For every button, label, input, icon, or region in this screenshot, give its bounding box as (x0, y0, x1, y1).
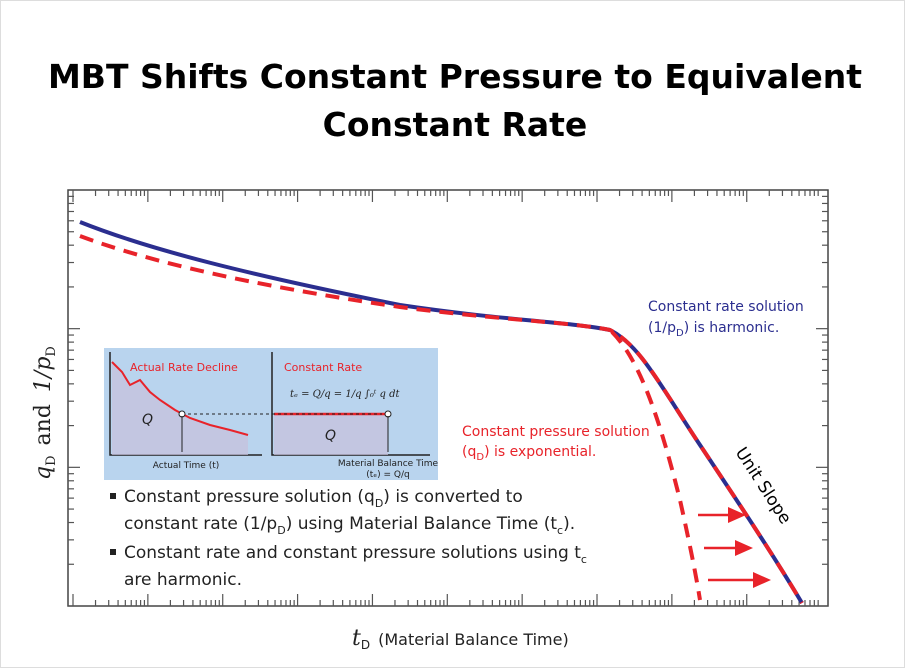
bullet-part: Constant rate and constant pressure solu… (124, 543, 581, 563)
inset: Actual Rate Decline Constant Rate tₑ = Q… (104, 348, 439, 480)
plot-frame (67, 189, 829, 607)
x-axis-label: tD (Material Balance Time) (352, 626, 569, 652)
inset-axis: Material Balance Time (338, 459, 439, 469)
x-sub: D (361, 638, 370, 652)
bullet-sub: D (277, 524, 285, 537)
y-part: 1/p (31, 357, 56, 393)
bullet-part: ). (563, 514, 575, 534)
x-symbol: t (352, 626, 361, 651)
tick-decoration (68, 190, 828, 607)
bullet-part: ) is converted to (383, 487, 522, 507)
y-part: and (31, 404, 56, 445)
title-line: MBT Shifts Constant Pressure to Equivale… (48, 57, 862, 96)
rate-note: (1/pD) is harmonic. (648, 320, 779, 339)
y-part: q (31, 466, 56, 480)
bullet-line: are harmonic. (124, 570, 242, 590)
note-part: ) is exponential. (484, 444, 596, 460)
x-text: (Material Balance Time) (378, 630, 569, 649)
pressure-note: (qD) is exponential. (462, 444, 596, 463)
constant-pressure-mbt-curve (79, 234, 804, 605)
rate-note: Constant rate solution (648, 299, 804, 315)
y-sub: D (44, 346, 59, 356)
inset-axis: (tₑ) = Q/q (366, 470, 409, 480)
shift-arrows (698, 507, 771, 588)
inset-area: Q (325, 428, 336, 444)
note-sub: D (476, 452, 484, 463)
bullet-line: constant rate (1/pD) using Material Bala… (124, 514, 575, 537)
note-part: (1/p (648, 320, 676, 336)
inset-title: Actual Rate Decline (130, 361, 238, 374)
inset-title: Constant Rate (284, 361, 362, 374)
bullet-marker (110, 493, 116, 499)
bullet-part: constant rate (1/p (124, 514, 277, 534)
bullet-line: Constant pressure solution (qD) is conve… (124, 487, 523, 510)
bullet-part: Constant pressure solution (q (124, 487, 375, 507)
bullet-sub: c (581, 553, 587, 566)
title-line: Constant Rate (323, 105, 588, 144)
exponential-curve (610, 330, 702, 601)
pressure-note: Constant pressure solution (462, 424, 650, 440)
bullet-sub: D (375, 497, 383, 510)
y-sub: D (44, 455, 59, 465)
bullet-marker (110, 549, 116, 555)
note-part: (q (462, 444, 476, 460)
bullet-part: are harmonic. (124, 570, 242, 590)
bullet-part: ) using Material Balance Time (t (286, 514, 558, 534)
inset-area: Q (142, 412, 153, 428)
inset-axis: Actual Time (t) (153, 461, 220, 471)
note-sub: D (676, 328, 684, 339)
bullet-line: Constant rate and constant pressure solu… (124, 543, 587, 566)
bullet-sub: c (557, 524, 563, 537)
note-part: ) is harmonic. (684, 320, 780, 336)
y-axis-label: qDand1/pD (31, 346, 59, 480)
bullets: Constant pressure solution (qD) is conve… (110, 487, 587, 590)
inset-formula: tₑ = Q/q = 1/q ∫₀ᵗ q dt (290, 389, 400, 400)
